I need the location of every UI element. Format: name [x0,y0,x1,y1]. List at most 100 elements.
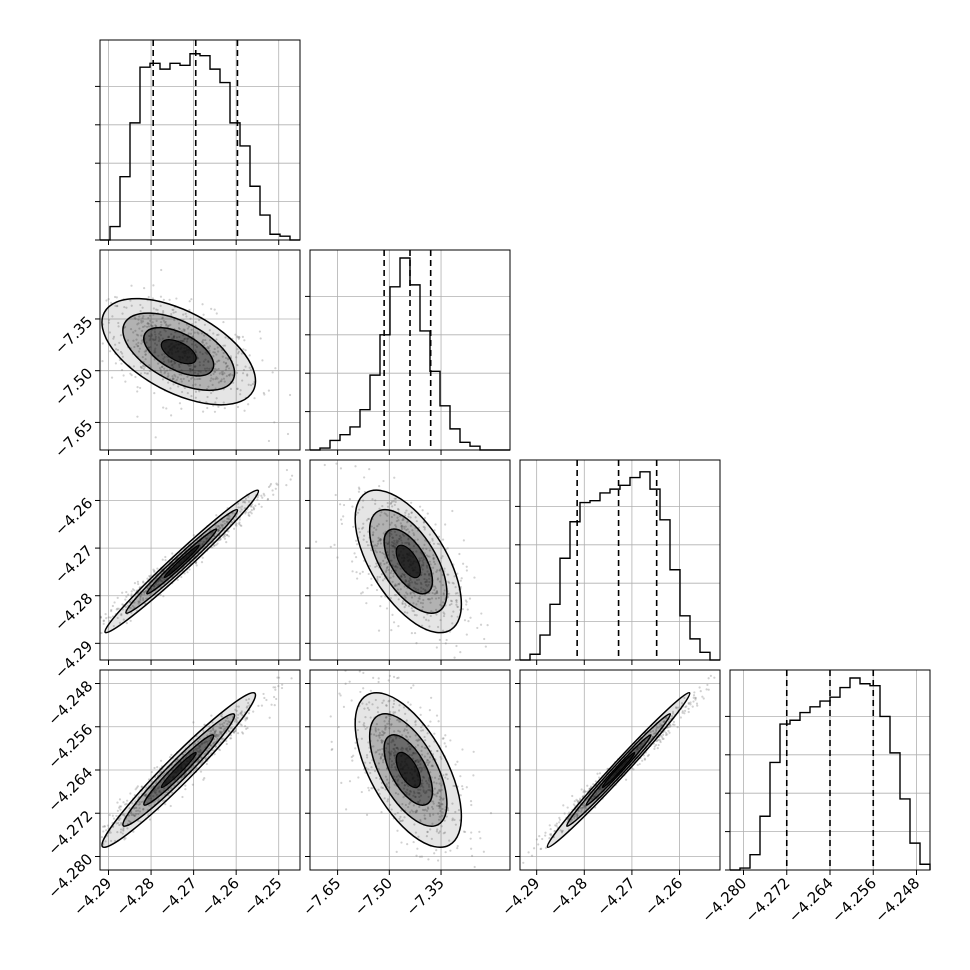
sample-point [146,577,149,580]
sample-point [431,539,434,542]
sample-point [393,766,397,769]
sample-point [123,838,126,841]
sample-point [398,582,401,585]
sample-point [672,720,676,724]
sample-point [456,844,459,848]
sample-point [202,778,205,781]
sample-point [594,794,597,797]
sample-point [245,698,248,701]
sample-point [161,580,164,583]
sample-point [419,763,422,766]
sample-point [390,741,393,744]
sample-point [195,345,199,348]
sample-point [396,811,399,815]
sample-point [381,579,385,582]
sample-point [394,569,397,572]
sample-point [394,565,398,568]
sample-point [138,802,142,806]
sample-point [169,323,172,326]
sample-point [392,500,395,503]
sample-point [102,825,105,828]
sample-point [408,745,411,748]
sample-point [398,736,401,739]
sample-point [386,561,389,564]
sample-point [392,762,395,765]
sample-point [549,827,552,831]
sample-point [114,348,118,351]
sample-point [194,396,197,399]
sample-point [378,575,382,579]
sample-point [371,534,375,537]
sample-point [428,760,431,763]
sample-point [201,410,205,413]
sample-point [659,723,662,726]
density-layer [97,268,716,869]
sample-point [351,759,354,762]
sample-point [116,801,119,804]
sample-point [419,766,422,769]
sample-point [390,544,393,547]
sample-point [419,590,423,593]
sample-point [358,531,361,534]
sample-point [148,364,151,367]
sample-point [422,598,425,602]
sample-point [361,506,364,509]
sample-point [544,831,547,834]
sample-point [392,541,395,545]
sample-point [701,695,704,698]
sample-point [276,676,279,679]
sample-point [424,739,427,742]
sample-point [649,738,652,741]
sample-point [387,781,390,784]
sample-point [397,540,400,543]
sample-point [407,738,410,741]
sample-point [671,710,675,713]
sample-point [192,534,195,537]
sample-point [419,581,422,584]
sample-point [121,355,124,358]
sample-point [433,732,436,735]
sample-point [422,521,425,524]
sample-point [429,771,432,774]
sample-point [202,363,205,367]
sample-point [183,338,186,341]
sample-point [137,341,140,344]
sample-point [412,592,416,595]
sample-point [223,372,226,375]
sample-point [469,799,473,803]
sample-point [404,712,407,715]
sample-point [563,812,566,815]
sample-point [217,528,220,531]
sample-point [97,617,99,619]
sample-point [370,583,373,587]
sample-point [136,390,139,393]
sample-point [164,555,167,559]
sample-point [401,747,405,750]
sample-point [393,554,396,557]
sample-point [466,608,469,611]
sample-point [683,696,686,700]
sample-point [152,313,155,316]
sample-point [426,806,430,809]
sample-point [176,758,179,761]
sample-point [426,782,429,785]
sample-point [584,806,587,809]
sample-point [390,533,393,536]
sample-point [221,355,224,358]
sample-point [403,594,406,597]
sample-point [461,785,464,788]
sample-point [420,855,424,858]
sample-point [213,731,216,734]
sample-point [374,544,377,547]
sample-point [203,723,206,726]
sample-point [193,331,196,334]
sample-point [217,733,221,736]
sample-point [394,547,397,550]
sample-point [244,725,247,728]
sample-point [150,574,153,577]
sample-point [417,760,420,764]
sample-point [548,824,551,827]
sample-point [123,813,126,816]
sample-point [132,814,136,817]
sample-point [197,542,200,545]
